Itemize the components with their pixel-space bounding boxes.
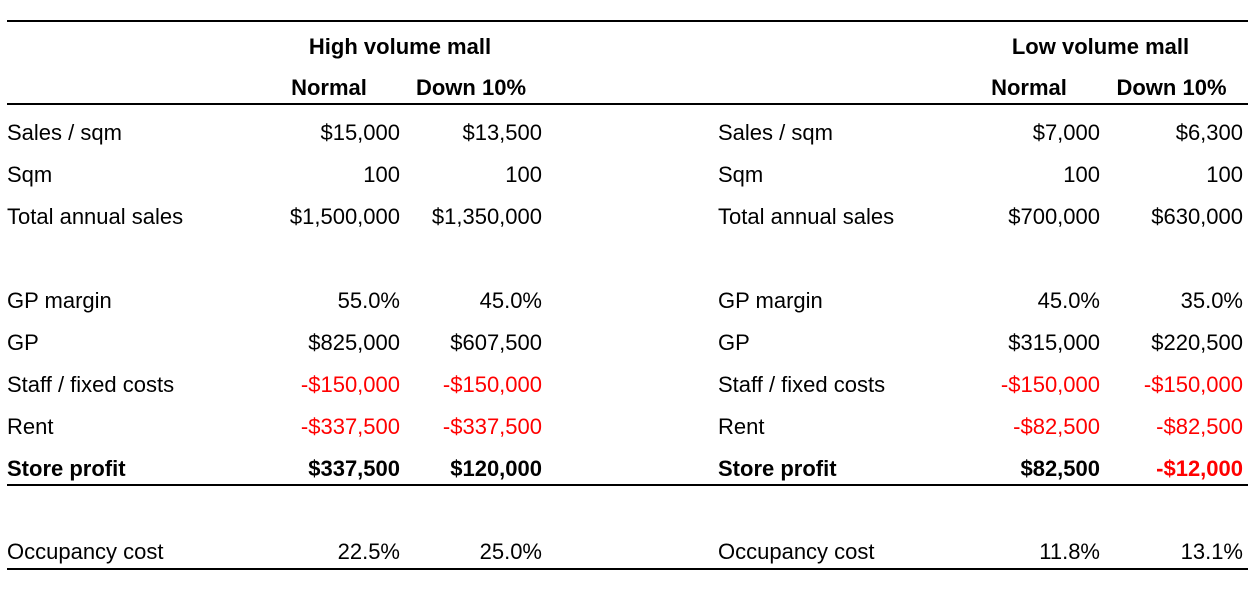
- section-title: Low volume mall: [1011, 34, 1190, 59]
- value-cell: -$150,000: [1143, 372, 1243, 397]
- blank-row: [718, 490, 1243, 533]
- column-header: Normal: [291, 75, 367, 100]
- row-label: Total annual sales: [7, 204, 184, 229]
- value-cell: $120,000: [450, 456, 542, 481]
- row-label: Occupancy cost: [718, 539, 875, 564]
- value-cell: $315,000: [1008, 330, 1100, 355]
- row-label: GP: [718, 330, 750, 355]
- row-label: Occupancy cost: [7, 539, 164, 564]
- column-header: Down 10%: [415, 75, 527, 100]
- occupancy-cost-row: Occupancy cost 11.8% 13.1%: [718, 533, 1243, 571]
- high-volume-mall-table: High volume mall Normal Down 10% Sales /…: [7, 0, 542, 571]
- table-row: Sales / sqm $15,000 $13,500: [7, 112, 542, 154]
- value-cell: 35.0%: [1180, 288, 1243, 313]
- table-row: GP $315,000 $220,500: [718, 322, 1243, 364]
- table-row: Sqm 100 100: [7, 154, 542, 196]
- row-label: Sales / sqm: [7, 120, 122, 145]
- row-label: Rent: [7, 414, 54, 439]
- value-cell: $630,000: [1151, 204, 1243, 229]
- value-cell: $607,500: [450, 330, 542, 355]
- value-cell: 100: [363, 162, 400, 187]
- value-cell: 13.1%: [1180, 539, 1243, 564]
- header-rule: [7, 103, 1248, 105]
- store-profit-rule: [7, 484, 1248, 486]
- occupancy-cost-row: Occupancy cost 22.5% 25.0%: [7, 533, 542, 571]
- spacer-row: [7, 0, 542, 22]
- value-cell: $220,500: [1151, 330, 1243, 355]
- table-row: Staff / fixed costs -$150,000 -$150,000: [718, 364, 1243, 406]
- value-cell: $7,000: [1032, 120, 1100, 145]
- section-title-row: Low volume mall: [718, 22, 1243, 72]
- table-row: Sales / sqm $7,000 $6,300: [718, 112, 1243, 154]
- value-cell: 100: [1206, 162, 1243, 187]
- value-cell: 100: [505, 162, 542, 187]
- row-label: GP margin: [718, 288, 823, 313]
- store-profit-row: Store profit $337,500 $120,000: [7, 448, 542, 490]
- row-label: Sales / sqm: [718, 120, 833, 145]
- row-label: Sqm: [7, 162, 53, 187]
- value-cell: $1,350,000: [431, 204, 542, 229]
- row-label: Store profit: [7, 456, 126, 481]
- column-header-row: Normal Down 10%: [7, 72, 542, 104]
- section-title: High volume mall: [308, 34, 492, 59]
- table-row: Staff / fixed costs -$150,000 -$150,000: [7, 364, 542, 406]
- row-label: Total annual sales: [718, 204, 895, 229]
- value-cell: -$12,000: [1156, 456, 1243, 481]
- value-cell: -$337,500: [300, 414, 400, 439]
- value-cell: -$150,000: [1000, 372, 1100, 397]
- value-cell: $337,500: [308, 456, 400, 481]
- spacer-row: [718, 104, 1243, 112]
- row-label: Staff / fixed costs: [718, 372, 886, 397]
- value-cell: -$150,000: [300, 372, 400, 397]
- value-cell: 100: [1063, 162, 1100, 187]
- table-row: GP margin 45.0% 35.0%: [718, 280, 1243, 322]
- section-title-row: High volume mall: [7, 22, 542, 72]
- row-label: GP margin: [7, 288, 112, 313]
- blank-row: [718, 238, 1243, 280]
- store-profit-row: Store profit $82,500 -$12,000: [718, 448, 1243, 490]
- column-header: Down 10%: [1116, 75, 1227, 100]
- table-row: Rent -$82,500 -$82,500: [718, 406, 1243, 448]
- value-cell: -$82,500: [1156, 414, 1243, 439]
- blank-row: [7, 238, 542, 280]
- value-cell: -$150,000: [442, 372, 542, 397]
- value-cell: 55.0%: [337, 288, 400, 313]
- value-cell: 22.5%: [337, 539, 400, 564]
- value-cell: $13,500: [462, 120, 542, 145]
- table-row: Total annual sales $1,500,000 $1,350,000: [7, 196, 542, 238]
- value-cell: $6,300: [1175, 120, 1243, 145]
- value-cell: $82,500: [1020, 456, 1100, 481]
- table-row: GP margin 55.0% 45.0%: [7, 280, 542, 322]
- row-label: Store profit: [718, 456, 837, 481]
- row-label: Rent: [718, 414, 765, 439]
- table-row: GP $825,000 $607,500: [7, 322, 542, 364]
- value-cell: $1,500,000: [289, 204, 400, 229]
- low-volume-mall-table: Low volume mall Normal Down 10% Sales / …: [718, 0, 1243, 571]
- table-row: Sqm 100 100: [718, 154, 1243, 196]
- row-label: Staff / fixed costs: [7, 372, 175, 397]
- value-cell: 25.0%: [479, 539, 542, 564]
- column-header: Normal: [991, 75, 1067, 100]
- value-cell: -$82,500: [1013, 414, 1100, 439]
- spacer-row: [718, 0, 1243, 22]
- spacer-row: [7, 104, 542, 112]
- table-row: Total annual sales $700,000 $630,000: [718, 196, 1243, 238]
- row-label: GP: [7, 330, 39, 355]
- value-cell: 45.0%: [1037, 288, 1100, 313]
- value-cell: -$337,500: [442, 414, 542, 439]
- value-cell: $825,000: [308, 330, 400, 355]
- bottom-rule: [7, 568, 1248, 570]
- top-rule: [7, 20, 1248, 22]
- table-row: Rent -$337,500 -$337,500: [7, 406, 542, 448]
- blank-row: [7, 490, 542, 533]
- value-cell: $15,000: [320, 120, 400, 145]
- column-header-row: Normal Down 10%: [718, 72, 1243, 104]
- value-cell: 11.8%: [1039, 539, 1100, 564]
- value-cell: $700,000: [1008, 204, 1100, 229]
- value-cell: 45.0%: [479, 288, 542, 313]
- row-label: Sqm: [718, 162, 764, 187]
